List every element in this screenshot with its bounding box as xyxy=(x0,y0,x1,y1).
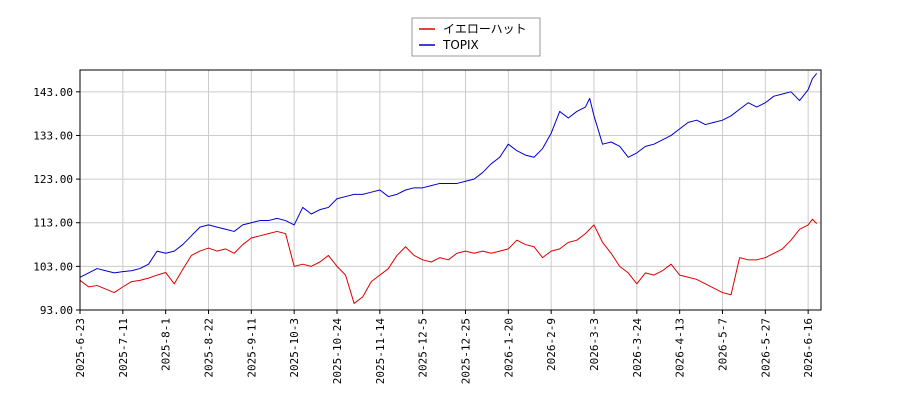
x-tick-label: 2025-6-23 xyxy=(74,318,87,378)
x-tick-label: 2026-3-24 xyxy=(631,318,644,378)
y-tick-label: 133.00 xyxy=(33,129,73,142)
x-tick-label: 2025-8-1 xyxy=(160,318,173,371)
series-line-1 xyxy=(79,73,818,278)
x-tick-label: 2026-5-7 xyxy=(716,318,729,371)
legend-label-topix: TOPIX xyxy=(442,38,479,52)
y-tick-label: 103.00 xyxy=(33,260,73,273)
x-tick-label: 2025-10-24 xyxy=(331,318,344,385)
x-tick-label: 2026-5-27 xyxy=(759,318,772,378)
x-tick-label: 2026-6-16 xyxy=(802,318,815,378)
x-tick-label: 2025-7-11 xyxy=(117,318,130,378)
x-tick-label: 2025-12-5 xyxy=(417,318,430,378)
x-tick-label: 2025-10-3 xyxy=(288,318,301,378)
x-axis: 2025-6-23 2025-7-11 2025-8-1 2025-8-22 2025-… xyxy=(74,310,815,384)
legend-label-yellowhat: イエローハット xyxy=(443,22,527,36)
x-tick-label: 2025-11-14 xyxy=(374,318,387,385)
x-tick-label: 2026-1-20 xyxy=(502,318,515,378)
legend: イエローハット TOPIX xyxy=(411,17,541,57)
x-tick-label: 2026-4-13 xyxy=(674,318,687,378)
x-tick-label: 2025-8-22 xyxy=(202,318,215,378)
x-tick-label: 2025-9-11 xyxy=(245,318,258,378)
series-line-0 xyxy=(79,218,818,304)
y-tick-label: 123.00 xyxy=(33,173,73,186)
x-tick-label: 2026-2-9 xyxy=(545,318,558,371)
y-tick-label: 113.00 xyxy=(33,217,73,230)
series-layer xyxy=(79,73,818,304)
grid xyxy=(79,70,821,311)
plot-frame xyxy=(79,69,822,311)
y-tick-label: 143.00 xyxy=(33,86,73,99)
x-tick-label: 2026-3-3 xyxy=(588,318,601,371)
y-tick-label: 93.00 xyxy=(40,304,73,317)
legend-box xyxy=(411,17,541,57)
y-axis: 93.00 103.00 113.00 123.00 133.00 143.00 xyxy=(33,86,80,317)
x-tick-label: 2025-12-25 xyxy=(459,318,472,384)
